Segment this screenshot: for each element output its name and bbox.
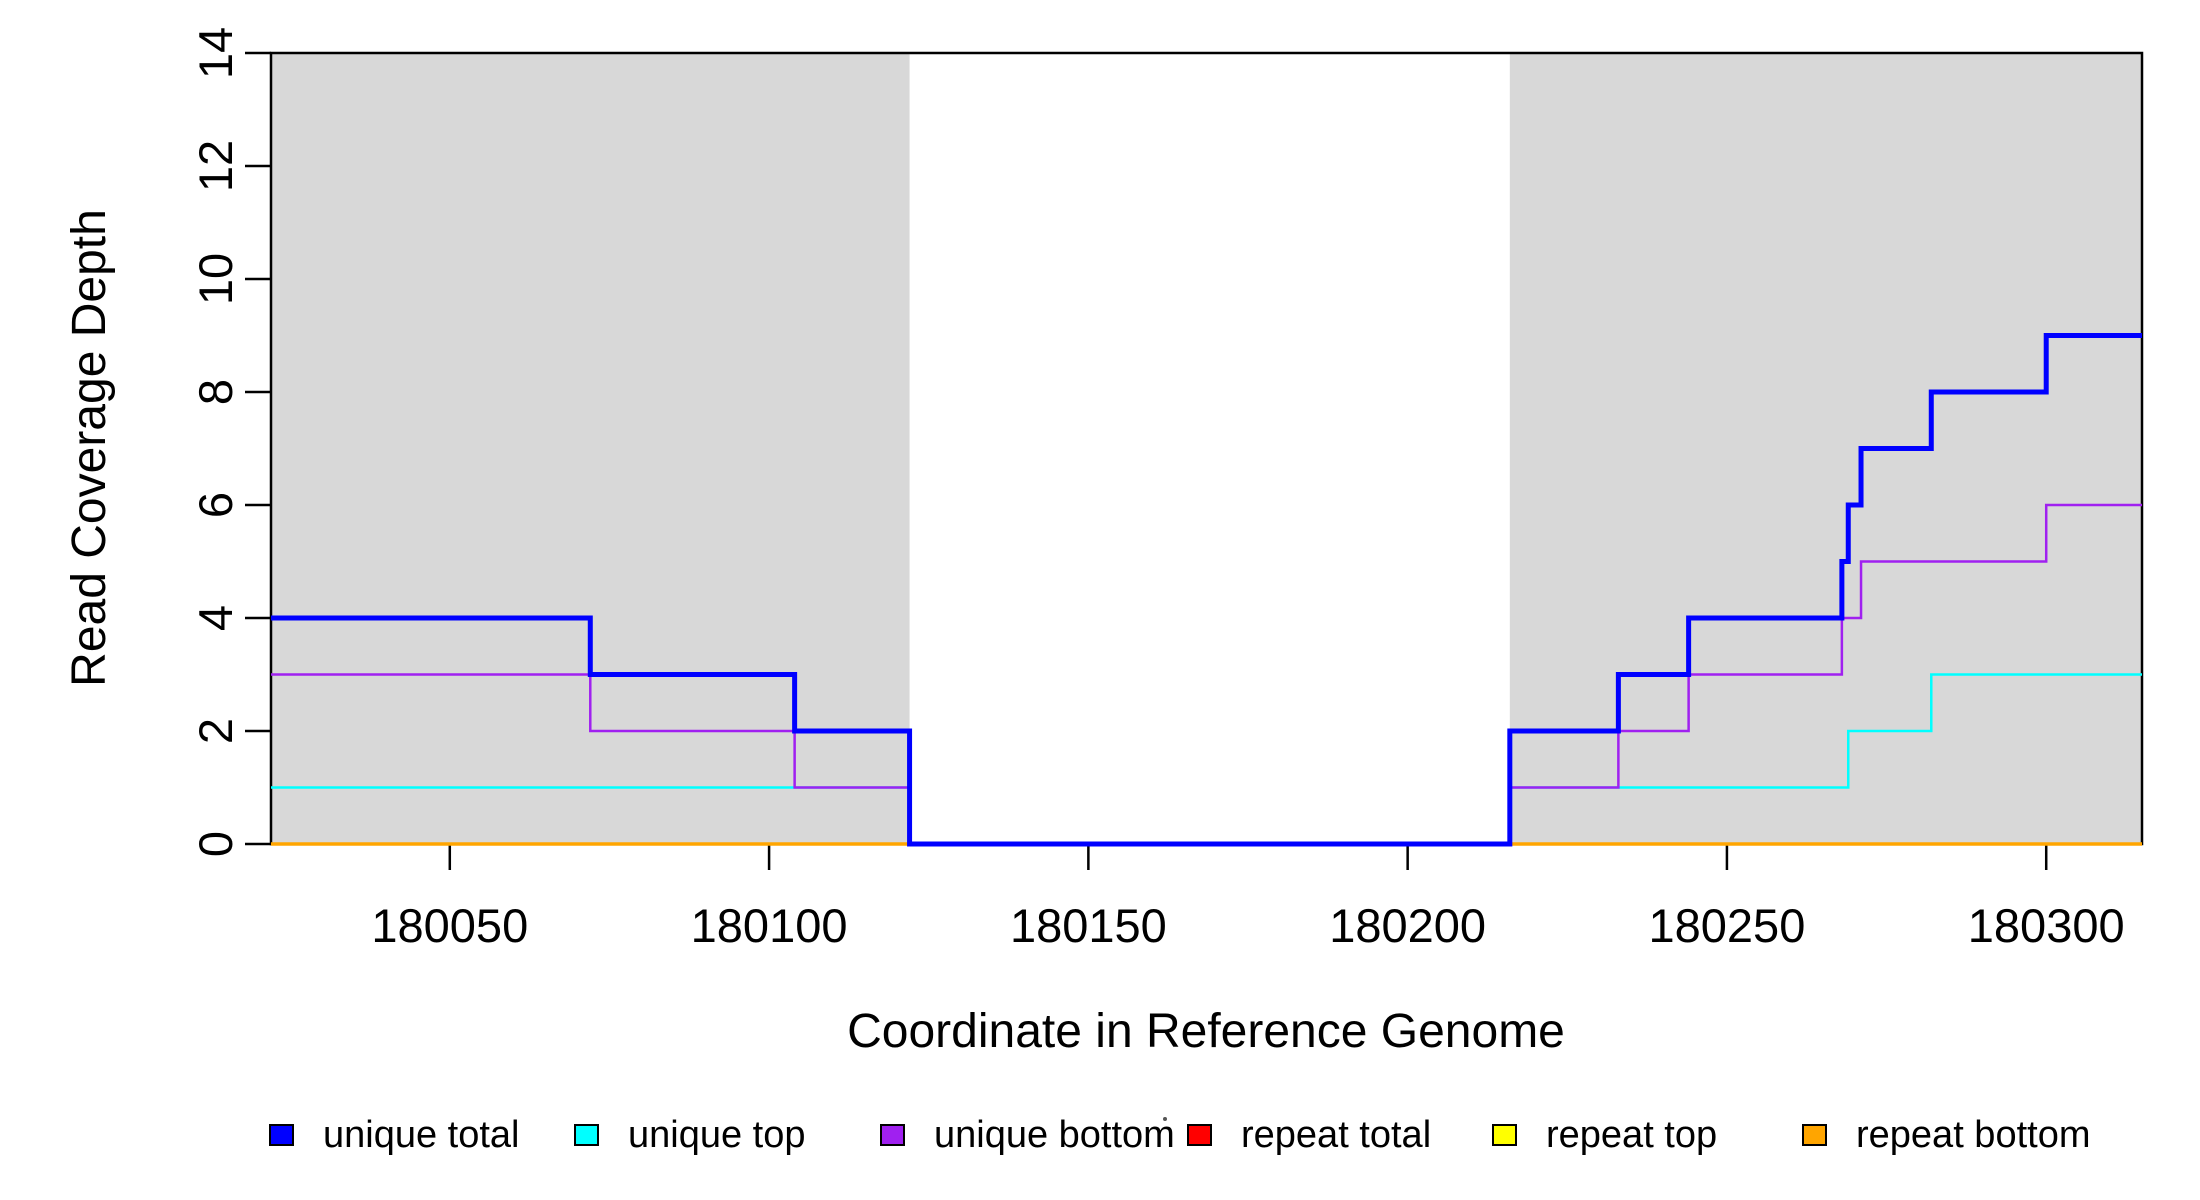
legend-label: unique bottom — [934, 1114, 1175, 1156]
x-tick-label: 180200 — [1329, 899, 1486, 952]
series-unique-bottom — [271, 503, 2142, 846]
legend-item-repeat-bottom: repeat bottom — [1802, 1112, 2090, 1158]
x-tick-label: 180300 — [1968, 899, 2125, 952]
y-axis-title: Read Coverage Depth — [63, 209, 116, 687]
y-tick-label: 14 — [189, 27, 242, 79]
x-tick-label: 180150 — [1010, 899, 1167, 952]
legend-label: unique top — [628, 1114, 806, 1156]
legend-swatch-icon — [574, 1124, 599, 1146]
legend-swatch-icon — [1802, 1124, 1827, 1146]
y-tick-label: 12 — [189, 140, 242, 192]
axis-tick-labels: 180050 180100 180150 180200 180250 180300 0 2 4 6… — [189, 27, 2125, 952]
series-unique-total — [271, 333, 2142, 847]
shaded-regions — [271, 53, 2142, 844]
legend-item-repeat-total: repeat total — [1187, 1112, 1431, 1158]
x-tick-label: 180250 — [1649, 899, 1806, 952]
shaded-band — [1509, 53, 2142, 844]
legend-item-unique-bottom: unique bottom — [880, 1112, 1175, 1158]
axis-ticks — [245, 51, 2048, 870]
legend-swatch-icon — [269, 1124, 294, 1146]
legend-swatch-icon — [880, 1124, 905, 1146]
y-tick-label: 8 — [189, 379, 242, 405]
x-axis-title: Coordinate in Reference Genome — [847, 1005, 1565, 1058]
x-tick-label: 180100 — [691, 899, 848, 952]
y-tick-label: 0 — [189, 831, 242, 857]
legend-label: repeat bottom — [1856, 1114, 2091, 1156]
legend-label: repeat total — [1241, 1114, 1432, 1156]
legend-item-repeat-top: repeat top — [1492, 1112, 1717, 1158]
legend-swatch-icon — [1187, 1124, 1212, 1146]
legend-label: unique total — [323, 1114, 520, 1156]
legend-label: repeat top — [1546, 1114, 1718, 1156]
y-tick-label: 10 — [189, 253, 242, 305]
stray-mark — [1163, 1117, 1167, 1121]
coverage-series — [271, 333, 2142, 847]
y-tick-label: 6 — [189, 492, 242, 518]
y-tick-label: 4 — [189, 605, 242, 631]
legend-swatch-icon — [1492, 1124, 1517, 1146]
x-tick-label: 180050 — [371, 899, 528, 952]
legend-item-unique-total: unique total — [269, 1112, 520, 1158]
legend-item-unique-top: unique top — [574, 1112, 806, 1158]
y-tick-label: 2 — [189, 718, 242, 744]
